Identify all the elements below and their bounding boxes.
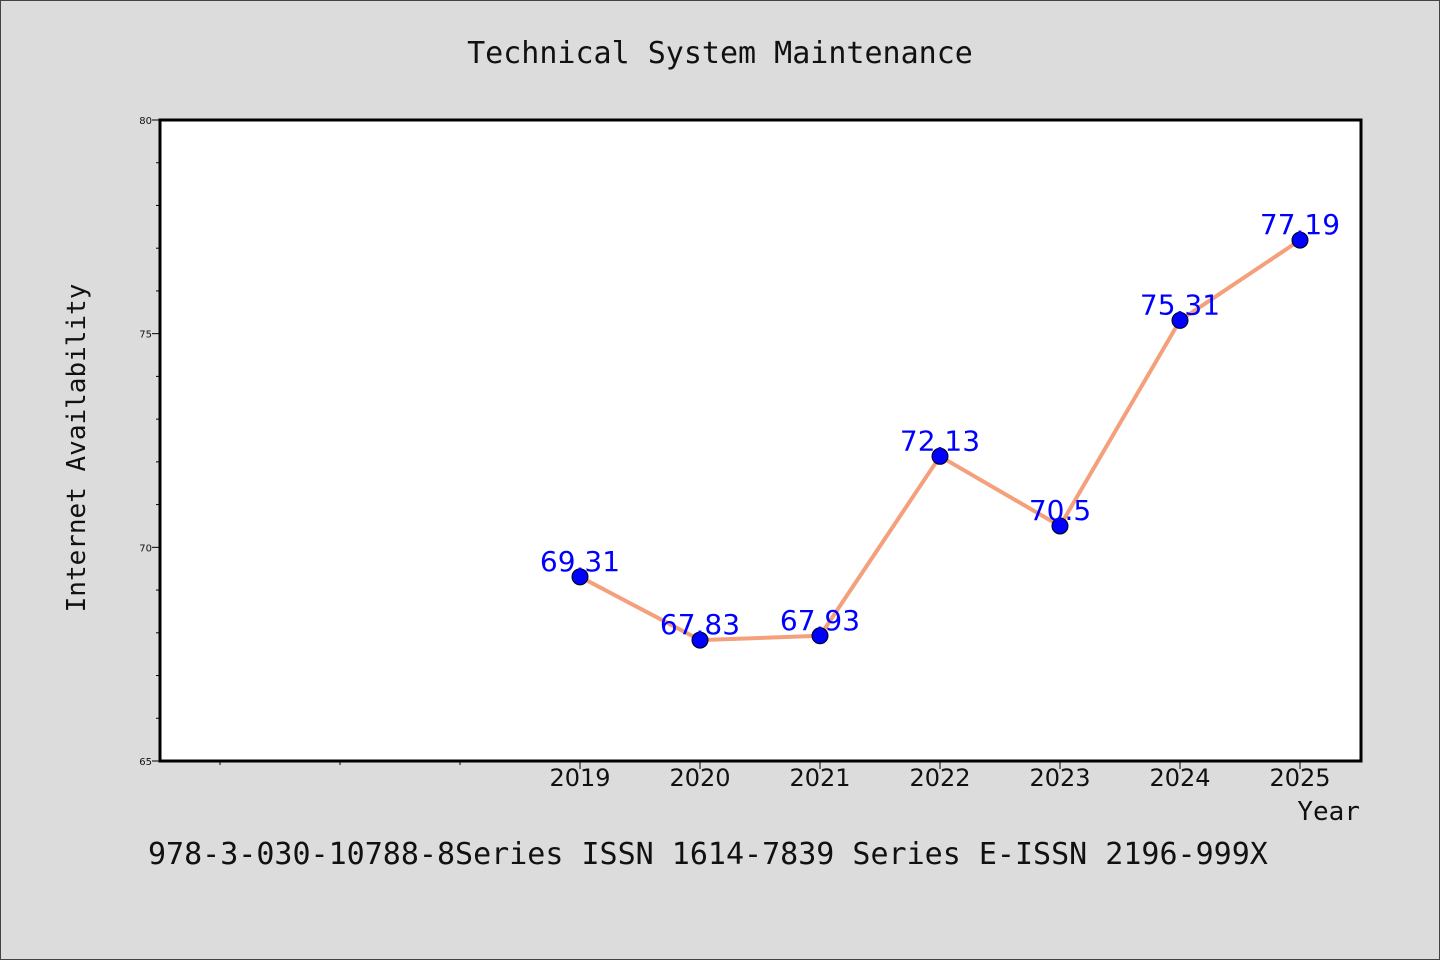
data-label: 75.31 [1140, 288, 1220, 321]
x-tick-label: 2020 [669, 764, 730, 792]
data-point-marker [1171, 311, 1189, 329]
y-tick-label: 70 [139, 543, 152, 554]
data-label: 72.13 [900, 424, 980, 457]
data-label: 69.31 [540, 545, 620, 578]
data-label: 67.93 [780, 604, 860, 637]
footer-isbn-text: 978-3-030-10788-8Series ISSN 1614-7839 S… [148, 837, 1268, 872]
y-tick-label: 75 [139, 330, 152, 341]
x-tick-label: 2022 [909, 764, 970, 792]
y-tick-label: 65 [139, 757, 152, 768]
data-point-marker [1291, 231, 1309, 249]
x-tick-label: 2025 [1269, 764, 1330, 792]
plot-area [160, 120, 1361, 761]
data-point-marker [931, 447, 949, 465]
plot-border [158, 118, 1363, 763]
y-axis: 65 70 75 80 [139, 116, 160, 768]
data-point-marker [811, 627, 829, 645]
chart-title: Technical System Maintenance [467, 36, 973, 71]
x-tick-label: 2023 [1029, 764, 1090, 792]
x-tick-label: 2021 [789, 764, 850, 792]
data-labels: 69.31 67.83 67.93 72.13 70.5 75.31 77.19 [540, 208, 1340, 641]
y-axis-label: Internet Availability [62, 284, 92, 613]
data-point-marker [1051, 517, 1069, 535]
series-markers [571, 231, 1309, 649]
x-axis: 2019 2020 2021 2022 2023 2024 2025 [219, 761, 1331, 792]
x-tick-label: 2024 [1149, 764, 1210, 792]
y-tick-label: 80 [139, 116, 152, 127]
data-label: 70.5 [1029, 494, 1091, 527]
x-tick-label: 2019 [549, 764, 610, 792]
data-point-marker [691, 631, 709, 649]
data-point-marker [571, 568, 589, 586]
x-axis-label: Year [1297, 797, 1360, 827]
data-label: 77.19 [1260, 208, 1340, 241]
data-label: 67.83 [660, 608, 740, 641]
